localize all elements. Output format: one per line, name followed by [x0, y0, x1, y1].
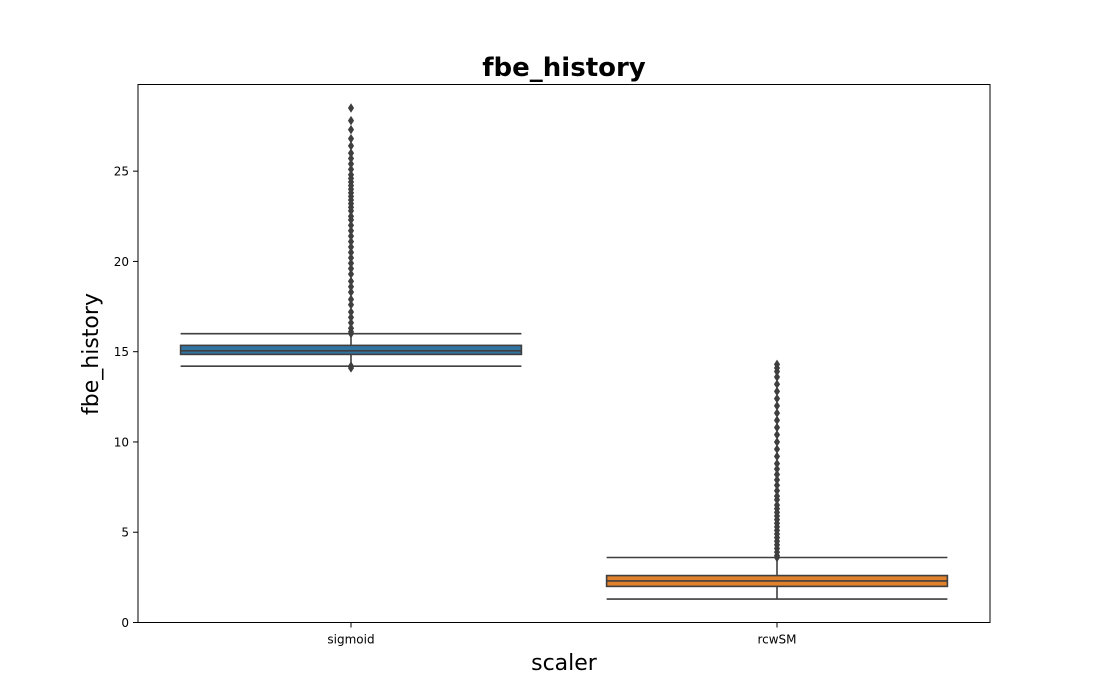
box-body	[179, 344, 523, 356]
outlier-point	[347, 159, 355, 169]
outlier-point	[773, 469, 781, 480]
outlier-point	[347, 170, 355, 180]
outlier-point	[347, 323, 355, 333]
outlier-point	[347, 276, 355, 287]
y-axis-title: fbe_history	[79, 293, 104, 415]
outlier-point	[347, 220, 355, 231]
outlier-point	[347, 253, 355, 263]
outlier-point	[347, 318, 355, 328]
y-tick-label: 15	[114, 345, 129, 359]
outlier-point	[347, 103, 355, 113]
outlier-point	[773, 485, 781, 496]
x-tick-label: sigmoid	[327, 633, 374, 647]
plot-frame	[137, 84, 991, 623]
outlier-point	[347, 211, 355, 222]
x-axis: sigmoid rcwSM	[327, 622, 797, 647]
box-sigmoid	[179, 103, 523, 373]
outlier-point	[347, 300, 355, 310]
outlier-point	[347, 269, 355, 279]
y-tick-label: 10	[114, 435, 129, 449]
outlier-point	[773, 458, 781, 469]
outlier-point	[347, 312, 355, 323]
x-axis-title: scaler	[531, 651, 598, 676]
outlier-point	[773, 480, 781, 491]
outlier-point	[773, 464, 781, 474]
outlier-point	[347, 115, 355, 126]
outlier-point	[773, 500, 781, 510]
outlier-point	[347, 141, 355, 151]
outlier-point	[773, 451, 781, 462]
outlier-point	[347, 124, 355, 135]
outlier-point	[347, 153, 355, 164]
outlier-point	[773, 422, 781, 433]
outlier-point	[347, 307, 355, 317]
outlier-point	[347, 361, 355, 371]
outlier-point	[347, 247, 355, 258]
outlier-point	[773, 393, 781, 404]
outlier-point	[773, 408, 781, 418]
outlier-point	[347, 287, 355, 297]
box-series	[179, 103, 949, 600]
outlier-point	[347, 236, 355, 247]
outlier-point	[773, 401, 781, 411]
x-tick-label: rcwSM	[757, 633, 796, 647]
outlier-point	[347, 231, 355, 241]
y-tick-label: 20	[114, 255, 129, 269]
box-rcwSM	[605, 359, 949, 600]
outlier-point	[773, 379, 781, 389]
y-tick-label: 5	[121, 526, 129, 540]
outlier-point	[347, 133, 355, 144]
outlier-point	[773, 386, 781, 397]
outlier-point	[347, 242, 355, 252]
outlier-point	[773, 415, 781, 426]
chart-title: fbe_history	[482, 53, 646, 83]
outlier-point	[347, 148, 355, 158]
y-tick-label: 25	[114, 165, 129, 179]
y-tick-label: 0	[121, 616, 129, 630]
outlier-point	[773, 444, 781, 454]
outlier-point	[347, 263, 355, 274]
outlier-point	[773, 372, 781, 382]
outlier-point	[773, 475, 781, 485]
outlier-point	[773, 430, 781, 440]
outlier-point	[347, 294, 355, 305]
outlier-point	[773, 359, 781, 370]
outlier-point	[773, 491, 781, 501]
outlier-point	[347, 226, 355, 236]
y-axis: 0 5 10 15 20 25	[114, 165, 138, 630]
outlier-point	[347, 258, 355, 268]
outlier-point	[773, 437, 781, 447]
outlier-point	[347, 281, 355, 292]
outlier-point	[347, 164, 355, 175]
